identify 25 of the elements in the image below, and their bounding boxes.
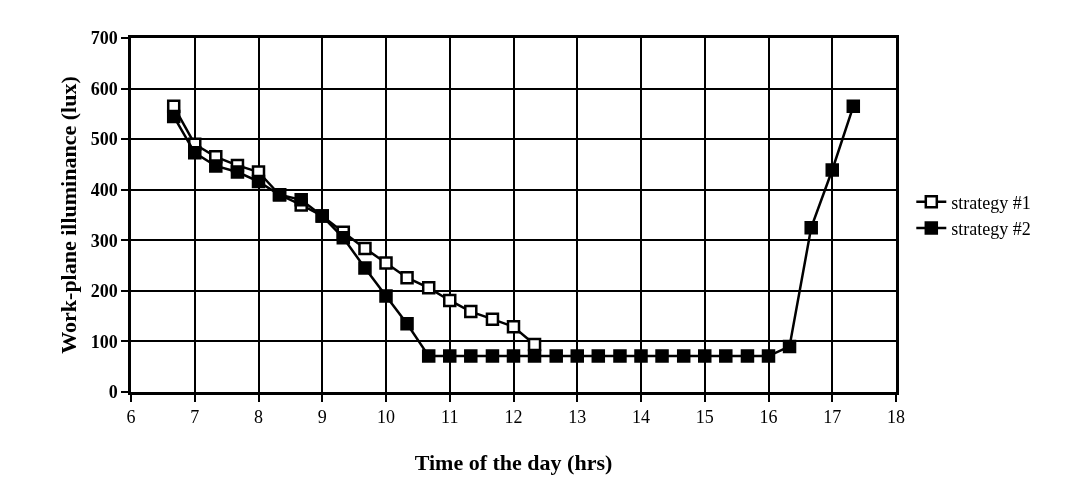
x-tick-label: 6	[126, 407, 136, 428]
legend-label: strategy #1	[951, 192, 1031, 213]
y-tick-label: 100	[90, 331, 118, 352]
y-tick-label: 700	[90, 28, 118, 49]
x-axis-title: Time of the day (hrs)	[414, 449, 613, 475]
y-tick-label: 500	[90, 129, 118, 150]
x-tick-label: 16	[759, 407, 778, 428]
x-tick-label: 8	[254, 407, 263, 428]
legend-label: strategy #2	[951, 219, 1031, 240]
x-tick-label: 13	[568, 407, 587, 428]
y-axis-title: Work-plane illuminance (lux)	[55, 76, 81, 354]
x-tick-label: 9	[317, 407, 327, 428]
x-tick-label: 12	[504, 407, 523, 428]
x-tick-label: 10	[377, 407, 395, 428]
y-tick-label: 0	[108, 382, 118, 403]
x-tick-label: 17	[823, 407, 842, 428]
y-tick-label: 300	[90, 230, 118, 251]
x-tick-label: 15	[695, 407, 714, 428]
y-tick-label: 600	[90, 78, 118, 99]
y-tick-label: 400	[90, 180, 118, 201]
x-tick-label: 7	[190, 407, 200, 428]
y-tick-label: 200	[90, 281, 118, 302]
x-tick-label: 11	[441, 407, 459, 428]
x-tick-label: 14	[632, 407, 650, 428]
x-tick-label: 18	[887, 407, 905, 428]
